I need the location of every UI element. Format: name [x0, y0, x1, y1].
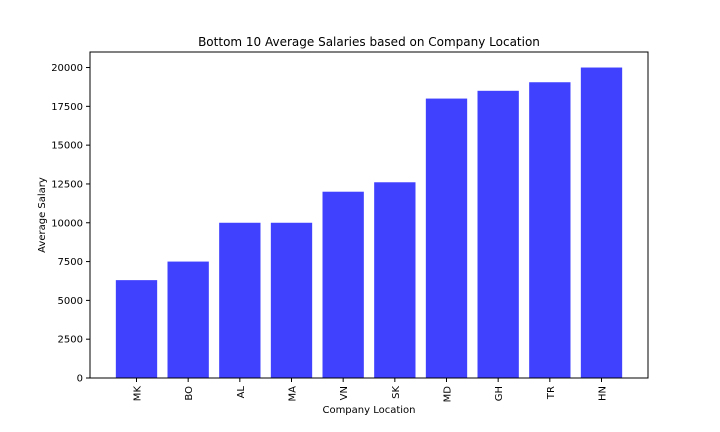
x-tick-label: VN: [339, 386, 350, 400]
y-tick-label: 2500: [58, 335, 83, 346]
bar-hn: [580, 67, 623, 379]
y-tick-label: 10000: [51, 218, 83, 229]
y-tick-label: 7500: [58, 257, 83, 268]
x-axis-ticks: MK BO AL MA VN SK MD GH TR HN: [133, 378, 609, 402]
bar-al: [219, 222, 261, 378]
bar-tr: [529, 82, 571, 378]
y-axis-label: Average Salary: [37, 177, 48, 253]
x-tick-label: AL: [236, 386, 247, 399]
x-tick-label: HN: [598, 386, 609, 401]
x-tick-label: MK: [133, 386, 144, 402]
y-tick-label: 0: [77, 374, 83, 385]
bar-mk: [115, 280, 158, 378]
bar-sk: [374, 182, 416, 378]
x-tick-label: BO: [184, 386, 195, 401]
y-tick-label: 20000: [51, 63, 83, 74]
x-axis-label: Company Location: [322, 405, 415, 416]
y-tick-label: 12500: [51, 179, 83, 190]
chart-title: Bottom 10 Average Salaries based on Comp…: [198, 35, 540, 49]
bar-md: [425, 98, 468, 379]
x-tick-label: MD: [443, 386, 454, 403]
y-tick-label: 17500: [51, 102, 83, 113]
x-tick-label: GH: [494, 386, 505, 401]
x-tick-label: SK: [391, 386, 402, 399]
y-tick-label: 15000: [51, 141, 83, 152]
bar-gh: [477, 90, 519, 379]
y-axis-ticks: 0 2500 5000 7500 10000 12500 15000 17500 20000: [51, 63, 90, 385]
y-tick-label: 5000: [58, 296, 83, 307]
bar-ma: [270, 222, 313, 378]
x-tick-label: TR: [546, 386, 557, 400]
plot-frame: [89, 51, 649, 379]
x-tick-label: MA: [288, 386, 299, 402]
bar-vn: [322, 191, 364, 378]
bar-bo: [167, 261, 209, 378]
bars-group: [115, 67, 623, 379]
